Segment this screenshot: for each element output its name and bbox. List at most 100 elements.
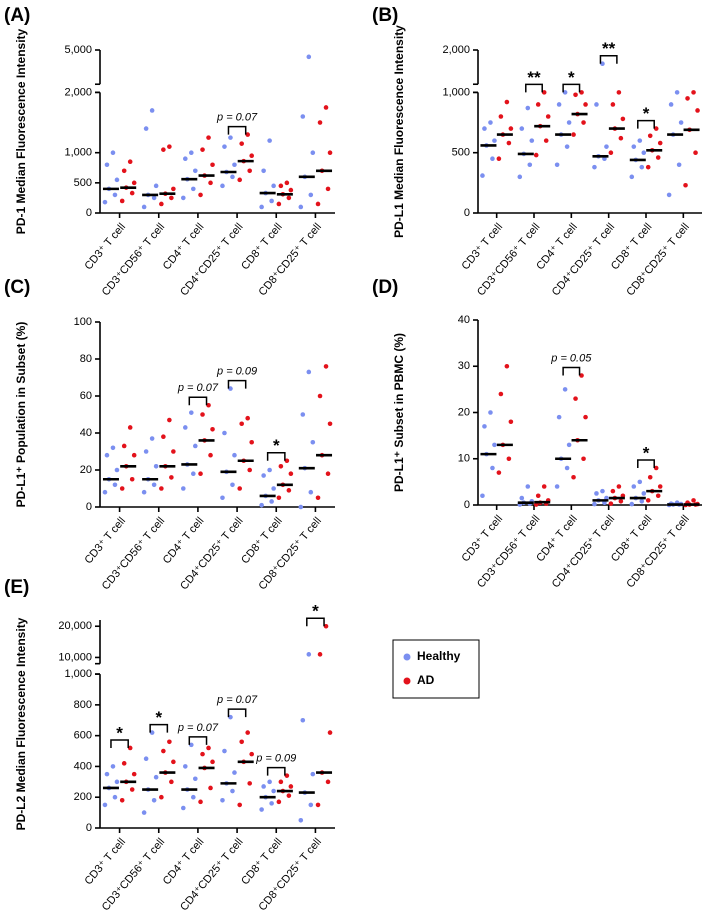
data-point [571, 474, 576, 480]
data-point [637, 479, 643, 485]
y-tick-label: 0 [86, 822, 92, 834]
data-point [259, 204, 264, 210]
y-tick-label: 40 [80, 427, 92, 439]
data-point [581, 456, 586, 462]
data-point [533, 152, 539, 158]
y-tick-label: 600 [74, 730, 92, 742]
y-axis-label: PD-L1⁺ Subset in PBMC (%) [392, 333, 406, 492]
data-point [556, 414, 562, 420]
y-tick-label: 5,000 [64, 44, 92, 56]
data-point [269, 801, 274, 806]
y-tick-label: 0 [464, 499, 470, 511]
data-point [247, 781, 252, 786]
data-point [310, 771, 316, 777]
data-point [498, 114, 504, 119]
data-point [641, 150, 647, 155]
data-point [629, 501, 635, 507]
data-point [504, 99, 510, 105]
data-point [183, 425, 188, 430]
data-point [230, 174, 235, 180]
data-point [271, 788, 276, 794]
data-point [112, 192, 118, 198]
data-point [276, 799, 282, 805]
data-point [232, 162, 237, 168]
significance-label: p = 0.09 [255, 753, 296, 765]
data-point [691, 498, 696, 503]
data-point [198, 471, 203, 477]
y-tick-label: 500 [452, 147, 470, 159]
legend-label: Healthy [417, 649, 461, 663]
data-point [637, 138, 643, 143]
data-point [693, 150, 698, 155]
data-point [618, 135, 624, 141]
data-point [594, 102, 599, 107]
data-point [554, 162, 560, 168]
significance-label: * [116, 723, 123, 742]
data-point [127, 425, 133, 430]
data-point [114, 779, 120, 785]
y-tick-label: 20 [458, 406, 470, 418]
data-point [315, 802, 321, 808]
data-point [592, 501, 597, 507]
data-point [306, 369, 312, 375]
y-tick-label: 2,000 [64, 86, 92, 98]
data-point [496, 470, 502, 475]
data-point [306, 652, 312, 657]
data-point [618, 499, 624, 504]
data-point [149, 730, 155, 735]
data-point [121, 168, 127, 174]
data-point [161, 434, 166, 440]
data-point [208, 785, 213, 791]
data-point [517, 174, 523, 180]
data-point [193, 168, 198, 174]
significance-label: * [273, 436, 280, 455]
data-point [610, 488, 616, 494]
data-point [141, 810, 147, 815]
data-point [171, 759, 176, 765]
data-point [230, 482, 235, 488]
panel-label: (E) [4, 577, 29, 598]
data-point [110, 150, 116, 155]
data-point [153, 464, 159, 469]
data-point [110, 445, 116, 451]
data-point [131, 452, 137, 458]
data-point [245, 132, 250, 137]
data-point [286, 793, 292, 798]
data-point [121, 443, 127, 449]
data-point [220, 797, 225, 803]
data-point [278, 464, 284, 469]
data-point [647, 474, 653, 480]
data-point [315, 495, 321, 501]
data-point [300, 114, 306, 119]
data-point [191, 186, 196, 192]
data-point [171, 186, 176, 192]
data-point [259, 502, 264, 508]
data-point [104, 771, 110, 777]
data-point [171, 449, 176, 454]
data-point [480, 173, 485, 178]
data-point [102, 199, 108, 205]
data-point [104, 452, 110, 458]
significance-label: p = 0.05 [550, 352, 592, 364]
data-point [261, 473, 266, 478]
data-point [220, 495, 225, 501]
data-point [653, 465, 659, 471]
data-point [151, 797, 157, 803]
y-axis-label: PD-L2 Median Fluorescence Intensity [14, 617, 28, 830]
data-point [206, 135, 211, 140]
data-point [535, 493, 541, 499]
y-tick-label: 200 [74, 791, 92, 803]
data-point [247, 467, 252, 473]
data-point [683, 182, 688, 188]
data-point [554, 484, 560, 489]
data-point [249, 751, 254, 757]
data-point [541, 90, 547, 95]
panel-label: (B) [372, 5, 398, 26]
significance-label: p = 0.07 [177, 382, 219, 394]
data-point [579, 90, 584, 95]
data-point [189, 742, 194, 748]
data-point [276, 495, 282, 501]
data-point [249, 153, 254, 159]
data-point [600, 488, 605, 494]
data-point [310, 439, 316, 445]
